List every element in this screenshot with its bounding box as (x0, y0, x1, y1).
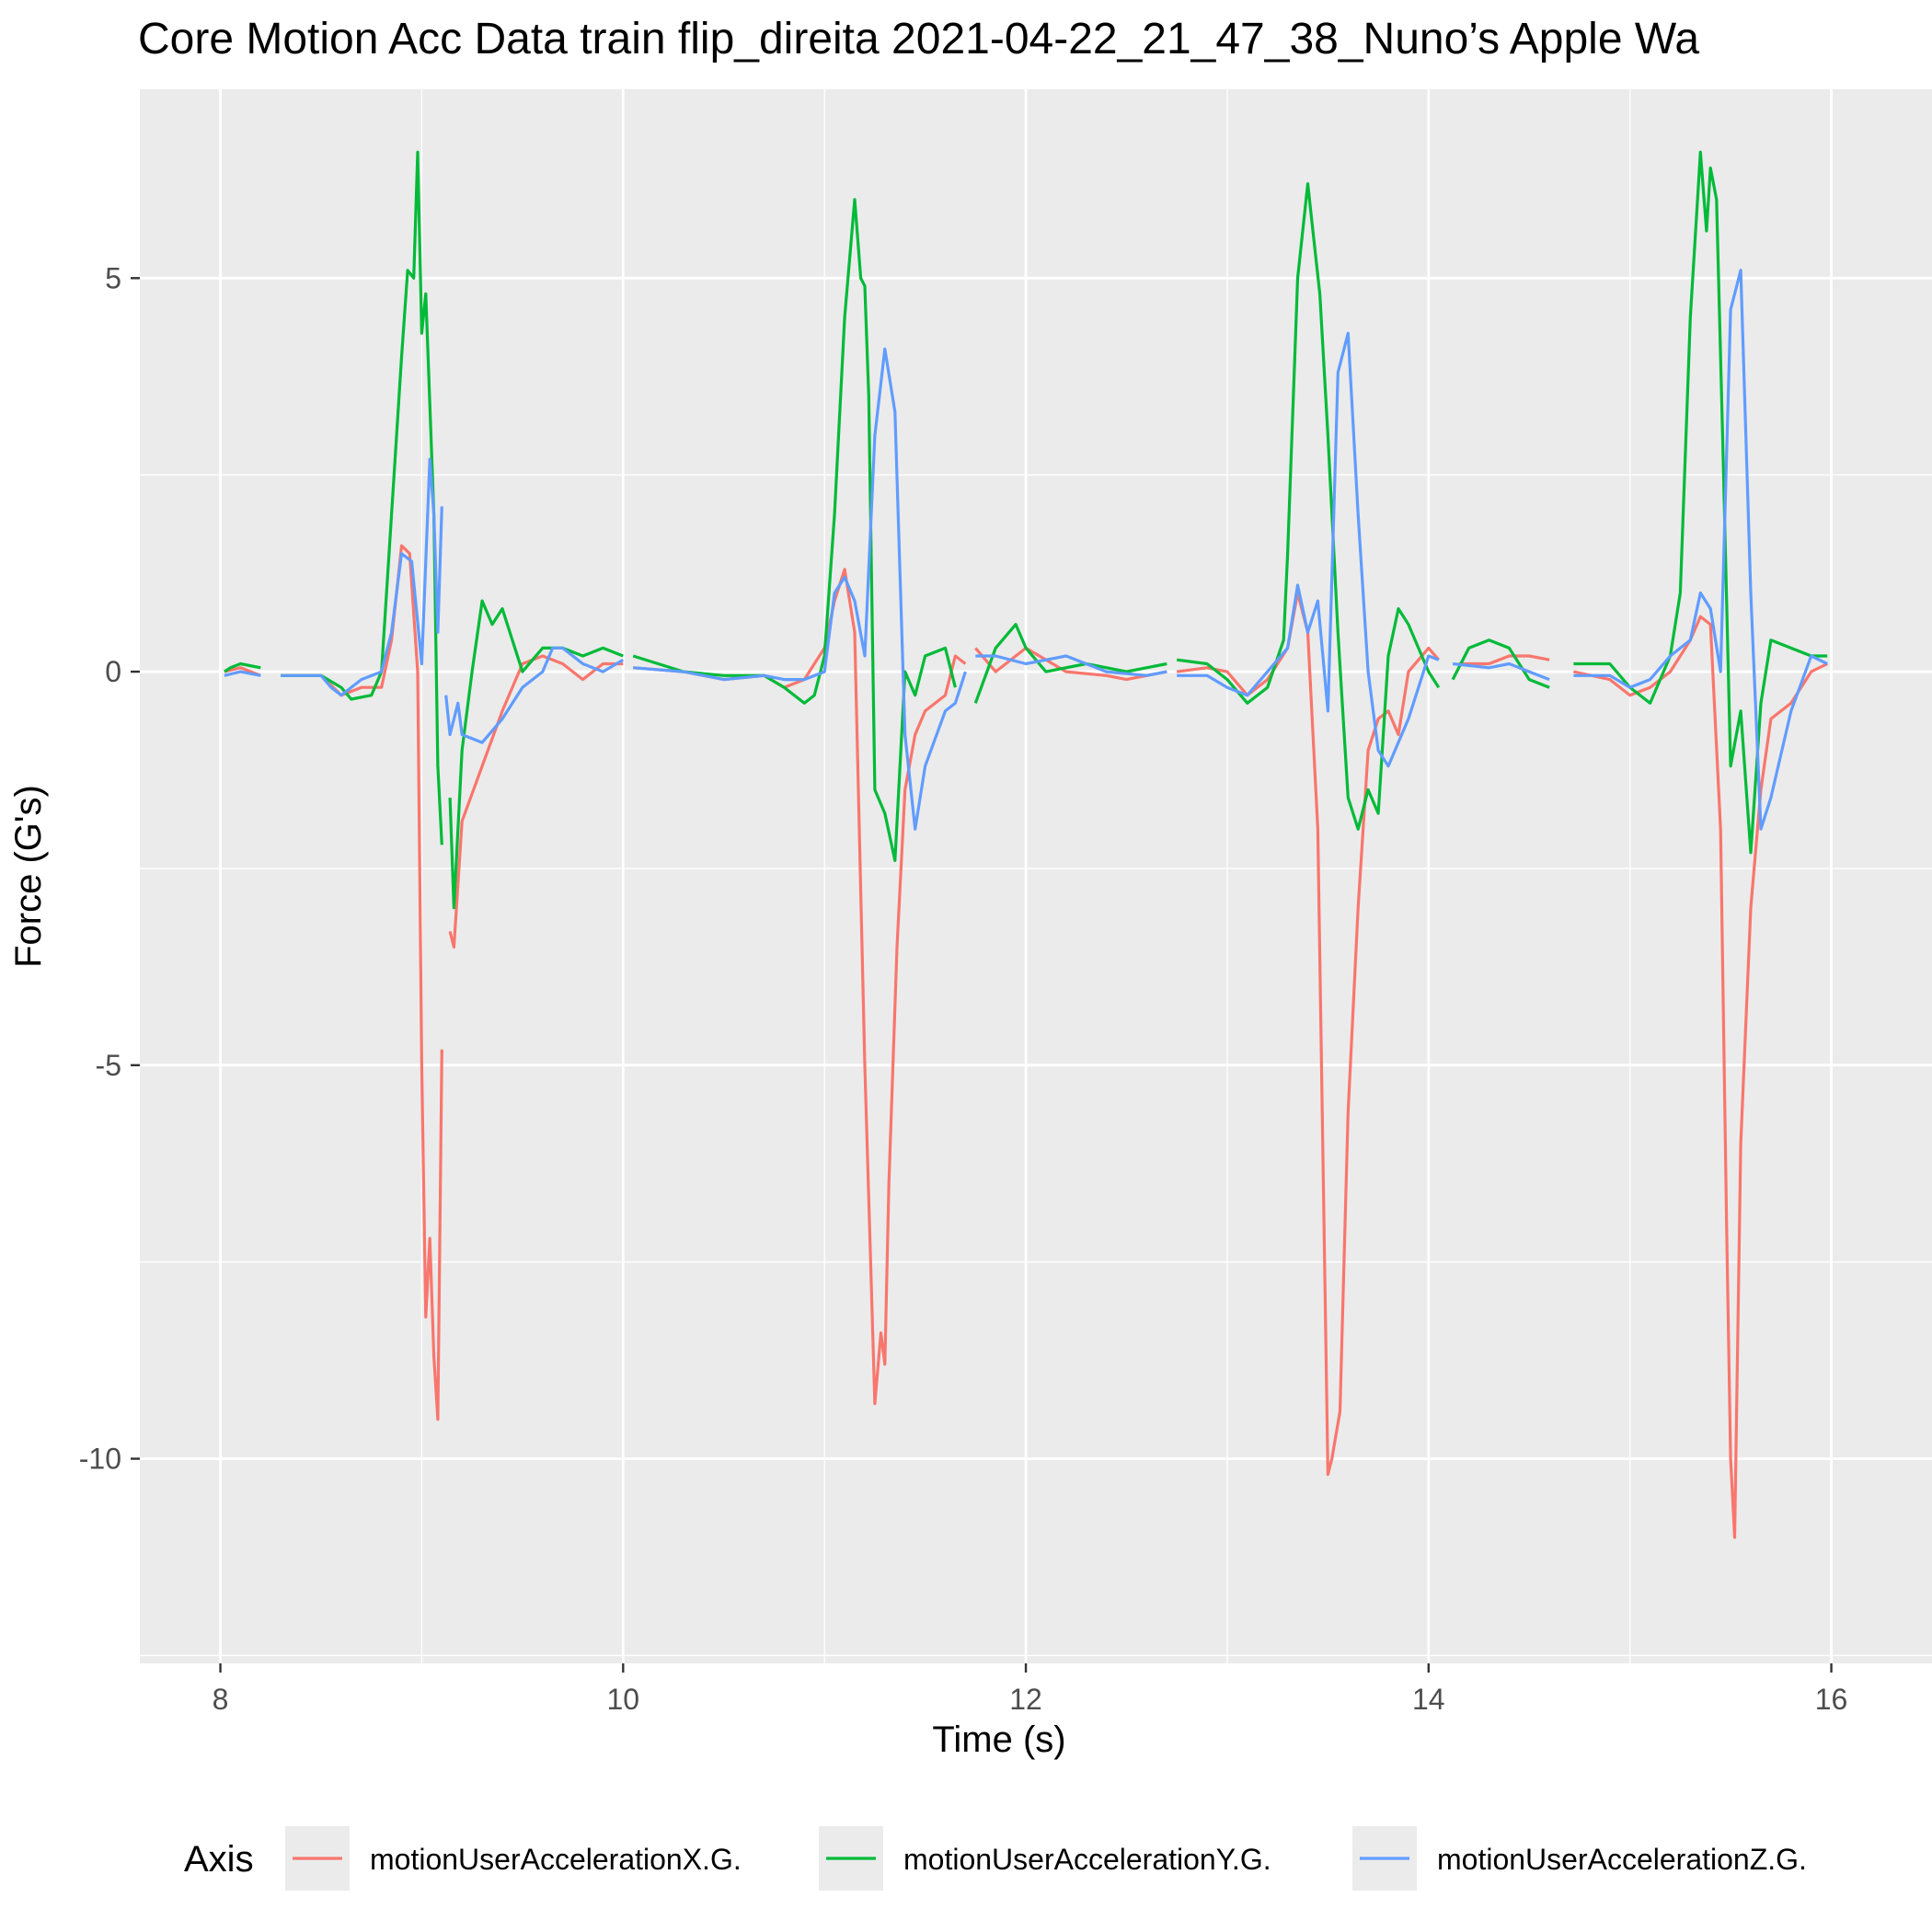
series-line (281, 544, 443, 1421)
x-tick-label: 8 (213, 1683, 229, 1716)
series-line (1176, 182, 1441, 831)
x-tick-label: 10 (607, 1683, 640, 1716)
x-tick-label: 12 (1009, 1683, 1042, 1716)
x-axis-label: Time (s) (932, 1719, 1065, 1760)
series-line (632, 198, 957, 863)
series-3 (224, 269, 1828, 831)
legend-label: motionUserAccelerationZ.G. (1437, 1843, 1807, 1876)
series-line (1176, 591, 1441, 1477)
legend: Axis motionUserAccelerationX.G. motionUser… (184, 1826, 1807, 1891)
series-line (975, 654, 1167, 677)
series-line (1452, 661, 1550, 682)
series-2 (224, 150, 1828, 910)
series-line (633, 347, 967, 831)
legend-label: motionUserAccelerationX.G. (370, 1843, 742, 1876)
legend-title: Axis (184, 1839, 254, 1880)
y-tick-label: 0 (105, 655, 121, 688)
legend-label: motionUserAccelerationY.G. (903, 1843, 1271, 1876)
series-line (448, 654, 624, 949)
plot-panel (140, 89, 1932, 1663)
y-tick-label: -10 (79, 1443, 121, 1476)
series-line (281, 150, 443, 845)
series-line (1573, 615, 1828, 1539)
x-tick-label: 14 (1412, 1683, 1445, 1716)
y-tick-label: -5 (96, 1049, 121, 1082)
series-line (1177, 331, 1440, 768)
major-grid (140, 89, 1932, 1663)
x-axis: 8 10 12 14 16 (213, 1663, 1848, 1716)
series-line (1451, 638, 1550, 689)
series-line (1458, 654, 1550, 666)
legend-item: motionUserAccelerationY.G. (819, 1826, 1271, 1891)
series-line (224, 661, 261, 673)
series-line (1573, 269, 1828, 831)
series-line (281, 457, 443, 697)
y-axis: -10 -5 0 5 (79, 261, 140, 1476)
x-tick-label: 16 (1815, 1683, 1848, 1716)
y-axis-label: Force (G's) (8, 785, 49, 968)
series-line (448, 599, 624, 910)
legend-item: motionUserAccelerationX.G. (285, 1826, 742, 1891)
chart-title: Core Motion Acc Data train flip_direita … (138, 15, 1699, 63)
series-line (224, 670, 261, 677)
series-line (1573, 150, 1828, 855)
series-layer (224, 150, 1828, 1539)
legend-item: motionUserAccelerationZ.G. (1352, 1826, 1807, 1891)
series-line (444, 646, 625, 744)
series-line (973, 623, 1167, 704)
y-tick-label: 5 (105, 261, 121, 294)
